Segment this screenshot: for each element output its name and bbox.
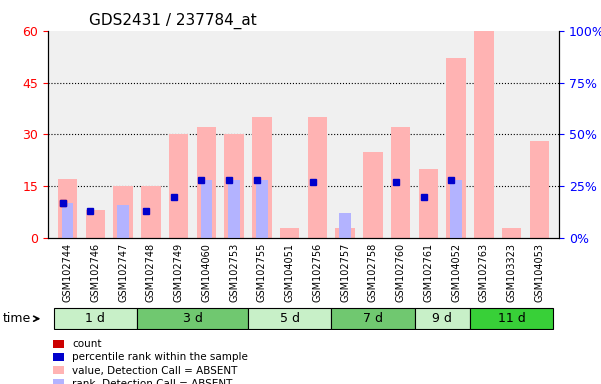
Text: 7 d: 7 d [363,312,383,325]
FancyBboxPatch shape [331,308,415,329]
Bar [474,31,493,238]
FancyBboxPatch shape [415,308,470,329]
Bar [529,141,549,238]
Bar [62,203,73,238]
Bar [502,228,522,238]
Bar [308,117,327,238]
Legend: count, percentile rank within the sample, value, Detection Call = ABSENT, rank, : count, percentile rank within the sample… [53,339,248,384]
Bar [114,186,133,238]
Text: time: time [2,312,38,325]
Text: 1 d: 1 d [85,312,105,325]
Bar [201,180,212,238]
Bar [224,134,244,238]
Text: 5 d: 5 d [279,312,300,325]
Bar [335,228,355,238]
Bar [391,127,410,238]
FancyBboxPatch shape [470,308,554,329]
Bar [85,210,105,238]
Text: 11 d: 11 d [498,312,526,325]
Bar [256,180,267,238]
FancyBboxPatch shape [137,308,248,329]
Text: 9 d: 9 d [432,312,453,325]
Bar [169,134,188,238]
FancyBboxPatch shape [53,308,137,329]
Bar [58,179,78,238]
Bar [141,186,160,238]
Bar [280,228,299,238]
Bar [228,180,240,238]
FancyBboxPatch shape [248,308,331,329]
Bar [197,127,216,238]
Text: 3 d: 3 d [183,312,203,325]
Bar [447,58,466,238]
Bar [419,169,438,238]
Bar [363,152,383,238]
Bar [252,117,272,238]
Bar [340,213,351,238]
Bar [117,205,129,238]
Bar [450,180,462,238]
Text: GDS2431 / 237784_at: GDS2431 / 237784_at [89,13,257,29]
